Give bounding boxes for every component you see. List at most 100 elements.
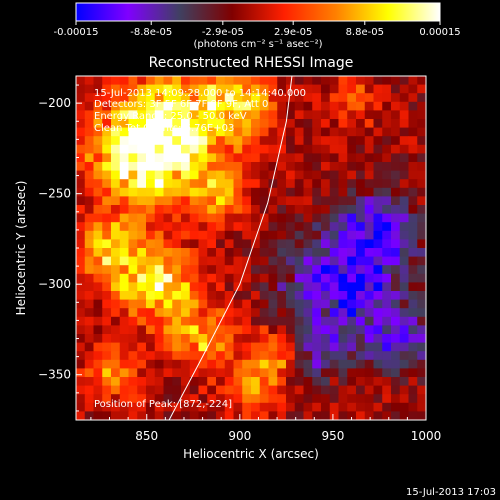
heatmap-cell xyxy=(408,291,418,301)
heatmap-cell xyxy=(259,239,269,249)
heatmap-cell xyxy=(233,162,243,172)
heatmap-cell xyxy=(137,179,147,189)
heatmap-cell xyxy=(382,308,392,318)
heatmap-cell xyxy=(303,222,313,232)
heatmap-cell xyxy=(242,308,252,318)
heatmap-cell xyxy=(364,334,374,344)
heatmap-cell xyxy=(233,170,243,180)
heatmap-cell xyxy=(76,144,86,154)
heatmap-cell xyxy=(259,411,269,420)
heatmap-cell xyxy=(207,299,217,309)
heatmap-cell xyxy=(312,205,322,215)
heatmap-cell xyxy=(119,101,129,111)
heatmap-cell xyxy=(154,119,164,129)
heatmap-cell xyxy=(181,248,191,258)
heatmap-cell xyxy=(119,291,129,301)
heatmap-cell xyxy=(382,144,392,154)
heatmap-cell xyxy=(198,84,208,94)
heatmap-cell xyxy=(286,248,296,258)
heatmap-cell xyxy=(277,144,287,154)
heatmap-cell xyxy=(277,119,287,129)
heatmap-cell xyxy=(303,205,313,215)
heatmap-cell xyxy=(382,136,392,146)
heatmap-cell xyxy=(391,351,401,361)
heatmap-cell xyxy=(329,351,339,361)
heatmap-cell xyxy=(294,230,304,240)
heatmap-cell xyxy=(294,308,304,318)
heatmap-cell xyxy=(373,205,383,215)
heatmap-cell xyxy=(364,170,374,180)
heatmap-cell xyxy=(233,205,243,215)
heatmap-cell xyxy=(373,377,383,387)
heatmap-cell xyxy=(373,230,383,240)
heatmap-cell xyxy=(137,291,147,301)
heatmap-cell xyxy=(312,179,322,189)
heatmap-cell xyxy=(268,273,278,283)
heatmap-cell xyxy=(382,282,392,292)
heatmap-cell xyxy=(154,93,164,103)
heatmap-cell xyxy=(321,239,331,249)
heatmap-cell xyxy=(329,265,339,275)
heatmap-cell xyxy=(233,153,243,163)
heatmap-cell xyxy=(128,93,138,103)
heatmap-cell xyxy=(303,402,313,412)
heatmap-cell xyxy=(347,273,357,283)
heatmap-cell xyxy=(259,368,269,378)
heatmap-cell xyxy=(347,213,357,223)
heatmap-cell xyxy=(84,187,94,197)
heatmap-cell xyxy=(408,273,418,283)
heatmap-cell xyxy=(128,342,138,352)
heatmap-cell xyxy=(181,76,191,86)
heatmap-cell xyxy=(181,179,191,189)
heatmap-cell xyxy=(347,256,357,266)
heatmap-cell xyxy=(417,239,426,249)
heatmap-cell xyxy=(268,101,278,111)
heatmap-cell xyxy=(382,359,392,369)
heatmap-cell xyxy=(356,316,366,326)
heatmap-cell xyxy=(312,273,322,283)
heatmap-cell xyxy=(286,213,296,223)
heatmap-cell xyxy=(137,213,147,223)
heatmap-cell xyxy=(76,76,86,86)
heatmap-cell xyxy=(137,76,147,86)
heatmap-cell xyxy=(382,213,392,223)
heatmap-cell xyxy=(128,127,138,137)
heatmap-cell xyxy=(417,316,426,326)
heatmap-cell xyxy=(233,411,243,420)
heatmap-cell xyxy=(364,213,374,223)
heatmap-cell xyxy=(242,84,252,94)
heatmap-cell xyxy=(189,136,199,146)
heatmap-cell xyxy=(364,377,374,387)
heatmap-cell xyxy=(286,222,296,232)
heatmap-cell xyxy=(303,119,313,129)
heatmap-cell xyxy=(417,213,426,223)
heatmap-cell xyxy=(347,316,357,326)
heatmap-cell xyxy=(111,101,121,111)
heatmap-cell xyxy=(259,359,269,369)
heatmap-cell xyxy=(146,273,156,283)
heatmap-cell xyxy=(251,334,261,344)
heatmap-cell xyxy=(286,394,296,404)
heatmap-cell xyxy=(408,179,418,189)
heatmap-cell xyxy=(259,179,269,189)
heatmap-cell xyxy=(347,136,357,146)
heatmap-cell xyxy=(93,334,103,344)
heatmap-cell xyxy=(364,248,374,258)
heatmap-cell xyxy=(251,282,261,292)
heatmap-cell xyxy=(137,93,147,103)
heatmap-cell xyxy=(338,385,348,395)
heatmap-cell xyxy=(93,213,103,223)
heatmap-cell xyxy=(312,377,322,387)
heatmap-cell xyxy=(146,325,156,335)
heatmap-cell xyxy=(224,411,234,420)
heatmap-cell xyxy=(84,316,94,326)
heatmap-cell xyxy=(373,394,383,404)
heatmap-cell xyxy=(84,153,94,163)
heatmap-cell xyxy=(399,110,409,120)
heatmap-cell xyxy=(216,179,226,189)
heatmap-cell xyxy=(277,256,287,266)
heatmap-cell xyxy=(277,342,287,352)
heatmap-cell xyxy=(408,377,418,387)
heatmap-cell xyxy=(347,308,357,318)
heatmap-cell xyxy=(347,411,357,420)
